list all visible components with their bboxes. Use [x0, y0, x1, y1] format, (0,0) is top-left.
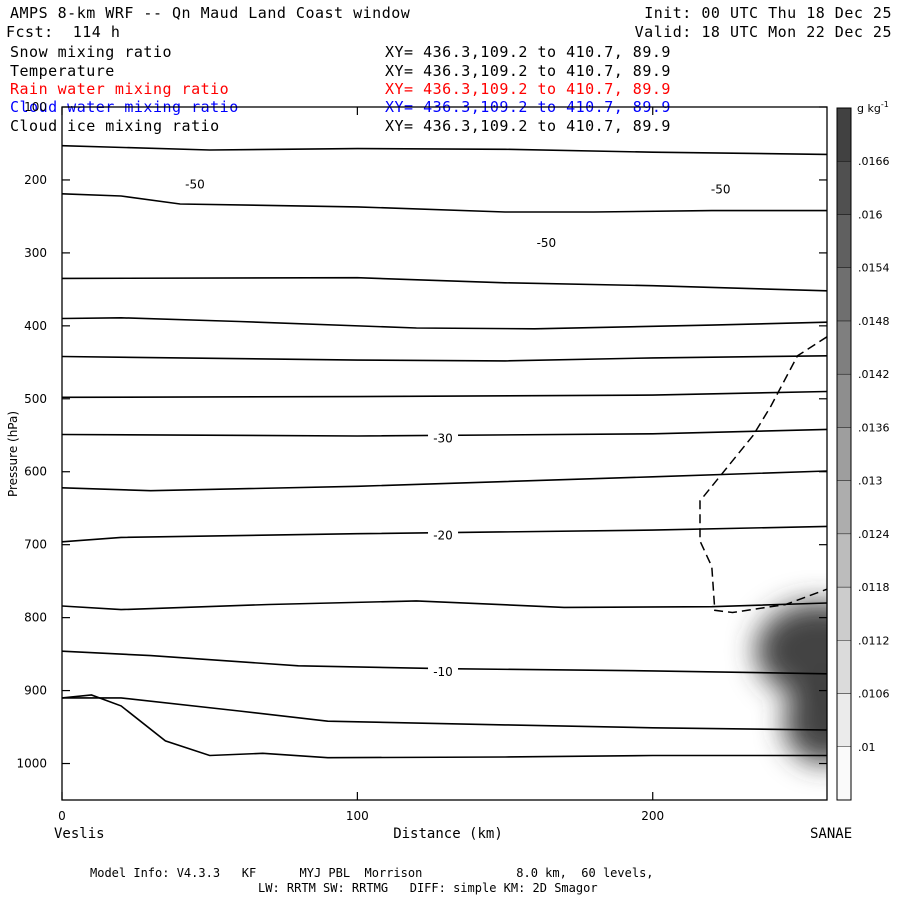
contour-label-bg — [428, 429, 459, 445]
field-xy-snow: XY= 436.3,109.2 to 410.7, 89.9 — [385, 43, 671, 61]
x-tick-label: 100 — [346, 809, 369, 823]
colorbar-label: .016 — [858, 208, 883, 221]
temperature-contour — [62, 697, 827, 731]
contour-label-bg — [531, 233, 562, 249]
temperature-contour — [62, 650, 827, 675]
y-tick-label: 100 — [24, 100, 47, 114]
contour-label-bg — [179, 175, 210, 191]
colorbar-swatch — [836, 427, 852, 481]
contour-label: -20 — [433, 528, 453, 542]
y-tick-label: 900 — [24, 684, 47, 698]
x-axis-label: Distance (km) — [393, 826, 503, 842]
field-name-snow: Snow mixing ratio — [10, 43, 173, 61]
right-endpoint-label: SANAE — [810, 826, 852, 842]
snow-shading-blob — [756, 602, 827, 699]
colorbar-label: .0136 — [858, 421, 890, 434]
y-tick-label: 1000 — [16, 757, 47, 771]
contour-label: -50 — [711, 183, 731, 197]
contour-label: -50 — [185, 178, 205, 192]
y-tick-label: 600 — [24, 465, 47, 479]
field-xy-rain: XY= 436.3,109.2 to 410.7, 89.9 — [385, 80, 671, 98]
temperature-contour — [62, 316, 827, 330]
colorbar-swatch — [836, 161, 852, 215]
snow-dashed-contour — [699, 336, 827, 614]
snow-shading-blob — [784, 683, 827, 764]
temperature-contour — [62, 470, 827, 492]
colorbar-label: .0154 — [858, 262, 890, 275]
temperature-contour — [62, 428, 827, 437]
plot-frame — [61, 106, 828, 801]
field-name-temperature: Temperature — [10, 62, 115, 80]
temperature-contour — [62, 355, 827, 362]
colorbar-label: .0166 — [858, 155, 890, 168]
x-tick-label: 0 — [58, 809, 66, 823]
temperature-contour — [62, 694, 827, 759]
footer-model-info: Model Info: V4.3.3 KF MYJ PBL Morrison 8… — [90, 866, 654, 880]
colorbar-swatch — [836, 746, 852, 801]
y-tick-label: 400 — [24, 319, 47, 333]
colorbar-label: .0142 — [858, 368, 890, 381]
y-tick-label: 300 — [24, 246, 47, 260]
colorbar-swatch — [836, 480, 852, 535]
contour-label-bg — [428, 526, 459, 542]
temperature-contour — [62, 144, 827, 156]
temperature-contour — [62, 276, 827, 292]
contour-label: -10 — [433, 665, 453, 679]
temperature-contour — [62, 390, 827, 399]
field-name-cloud-ice: Cloud ice mixing ratio — [10, 117, 220, 135]
x-tick-label: 200 — [641, 809, 664, 823]
y-axis-label: Pressure (hPa) — [6, 411, 20, 497]
colorbar-label: .0124 — [858, 528, 890, 541]
y-tick-label: 700 — [24, 538, 47, 552]
contour-label: -50 — [537, 236, 557, 250]
colorbar-swatch — [836, 320, 852, 375]
colorbar-label: .01 — [858, 741, 876, 754]
colorbar: .01 .0106 .0112 .0118 .0124 .013 .0136 .0142 .01… — [836, 107, 890, 801]
y-tick-label: 200 — [24, 173, 47, 187]
contour-label-bg — [705, 180, 736, 196]
valid-time: Valid: 18 UTC Mon 22 Dec 25 — [634, 23, 892, 41]
forecast-hour: Fcst: 114 h — [6, 23, 121, 41]
contour-label: -30 — [433, 431, 453, 445]
field-name-rain: Rain water mixing ratio — [10, 80, 230, 98]
colorbar-label: .013 — [858, 475, 883, 488]
colorbar-frame — [836, 107, 852, 801]
init-time: Init: 00 UTC Thu 18 Dec 25 — [644, 4, 892, 22]
colorbar-swatch — [836, 214, 852, 268]
colorbar-swatch — [836, 693, 852, 747]
temperature-contour — [62, 193, 827, 213]
colorbar-label: .0148 — [858, 315, 890, 328]
chart-title: AMPS 8-km WRF -- Qn Maud Land Coast wind… — [10, 4, 411, 22]
left-endpoint-label: Veslis — [54, 826, 105, 842]
colorbar-label: .0118 — [858, 581, 890, 594]
colorbar-swatch — [836, 107, 852, 162]
field-xy-temperature: XY= 436.3,109.2 to 410.7, 89.9 — [385, 62, 671, 80]
colorbar-label: .0106 — [858, 688, 890, 701]
colorbar-swatch — [836, 267, 852, 322]
temperature-contour — [62, 600, 827, 611]
temperature-contour — [62, 525, 827, 543]
contour-label-bg — [428, 662, 459, 678]
colorbar-swatch — [836, 640, 852, 694]
colorbar-label: .0112 — [858, 634, 890, 647]
field-xy-cloud-ice: XY= 436.3,109.2 to 410.7, 89.9 — [385, 117, 671, 135]
colorbar-unit: g kg-1 — [857, 100, 889, 115]
y-tick-label: 800 — [24, 611, 47, 625]
footer-physics-info: LW: RRTM SW: RRTMG DIFF: simple KM: 2D S… — [258, 881, 598, 895]
colorbar-swatch — [836, 373, 852, 428]
y-tick-label: 500 — [24, 392, 47, 406]
colorbar-swatch — [836, 533, 852, 588]
colorbar-swatch — [836, 586, 852, 641]
